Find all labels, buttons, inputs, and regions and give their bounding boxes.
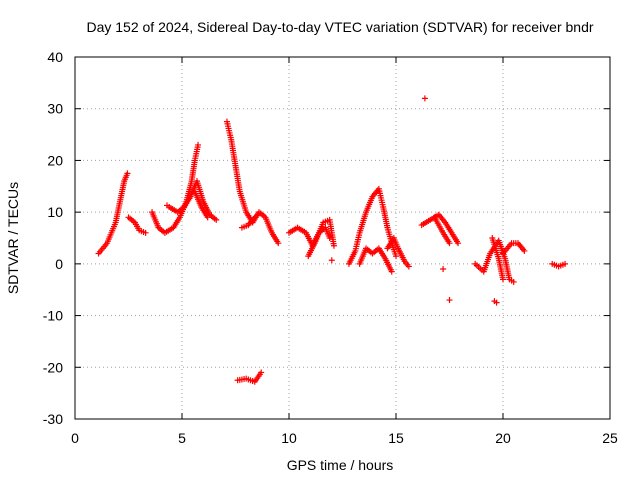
- y-tick-label: 40: [47, 49, 63, 65]
- data-point: [393, 253, 399, 260]
- data-point: [421, 95, 428, 102]
- axis-ticks: 0 5 10 15 20 25 -30 -20 -10 0 10 20 30 40: [43, 49, 618, 446]
- x-tick-label: 10: [281, 430, 297, 446]
- x-tick-label: 5: [178, 430, 186, 446]
- y-tick-label: 30: [47, 101, 63, 117]
- data-point: [275, 240, 282, 247]
- data-point: [405, 263, 412, 270]
- data-point: [493, 299, 500, 306]
- data-point: [142, 229, 149, 236]
- data-point: [500, 276, 506, 283]
- data-point: [258, 369, 265, 376]
- data-point: [510, 278, 517, 285]
- y-tick-label: -10: [43, 308, 63, 324]
- data-point: [521, 247, 528, 254]
- data-point: [251, 214, 258, 221]
- data-point: [388, 268, 395, 275]
- y-tick-label: 20: [47, 152, 63, 168]
- y-axis-label: SDTVAR / TECUs: [5, 182, 21, 294]
- x-tick-label: 0: [71, 430, 79, 446]
- x-tick-label: 20: [495, 430, 511, 446]
- data-point: [326, 235, 333, 241]
- data-point: [124, 170, 131, 177]
- data-point: [446, 240, 453, 247]
- data-point: [328, 257, 335, 264]
- data-point: [330, 242, 337, 249]
- data-markers: [95, 95, 569, 385]
- data-point: [213, 216, 220, 223]
- data-point: [164, 202, 171, 209]
- data-point: [455, 240, 462, 247]
- y-tick-label: -30: [43, 411, 63, 427]
- grid: [75, 57, 610, 419]
- data-point: [204, 214, 211, 221]
- chart-title: Day 152 of 2024, Sidereal Day-to-day VTE…: [86, 19, 593, 35]
- data-point: [195, 141, 202, 148]
- plot-frame: [74, 56, 611, 420]
- data-point: [440, 266, 447, 273]
- y-tick-label: 0: [55, 256, 63, 272]
- y-tick-label: -20: [43, 359, 63, 375]
- x-tick-label: 25: [602, 430, 618, 446]
- x-tick-label: 15: [388, 430, 404, 446]
- y-tick-label: 10: [47, 204, 63, 220]
- data-point: [446, 297, 453, 304]
- data-point: [562, 260, 569, 267]
- x-axis-label: GPS time / hours: [287, 457, 394, 473]
